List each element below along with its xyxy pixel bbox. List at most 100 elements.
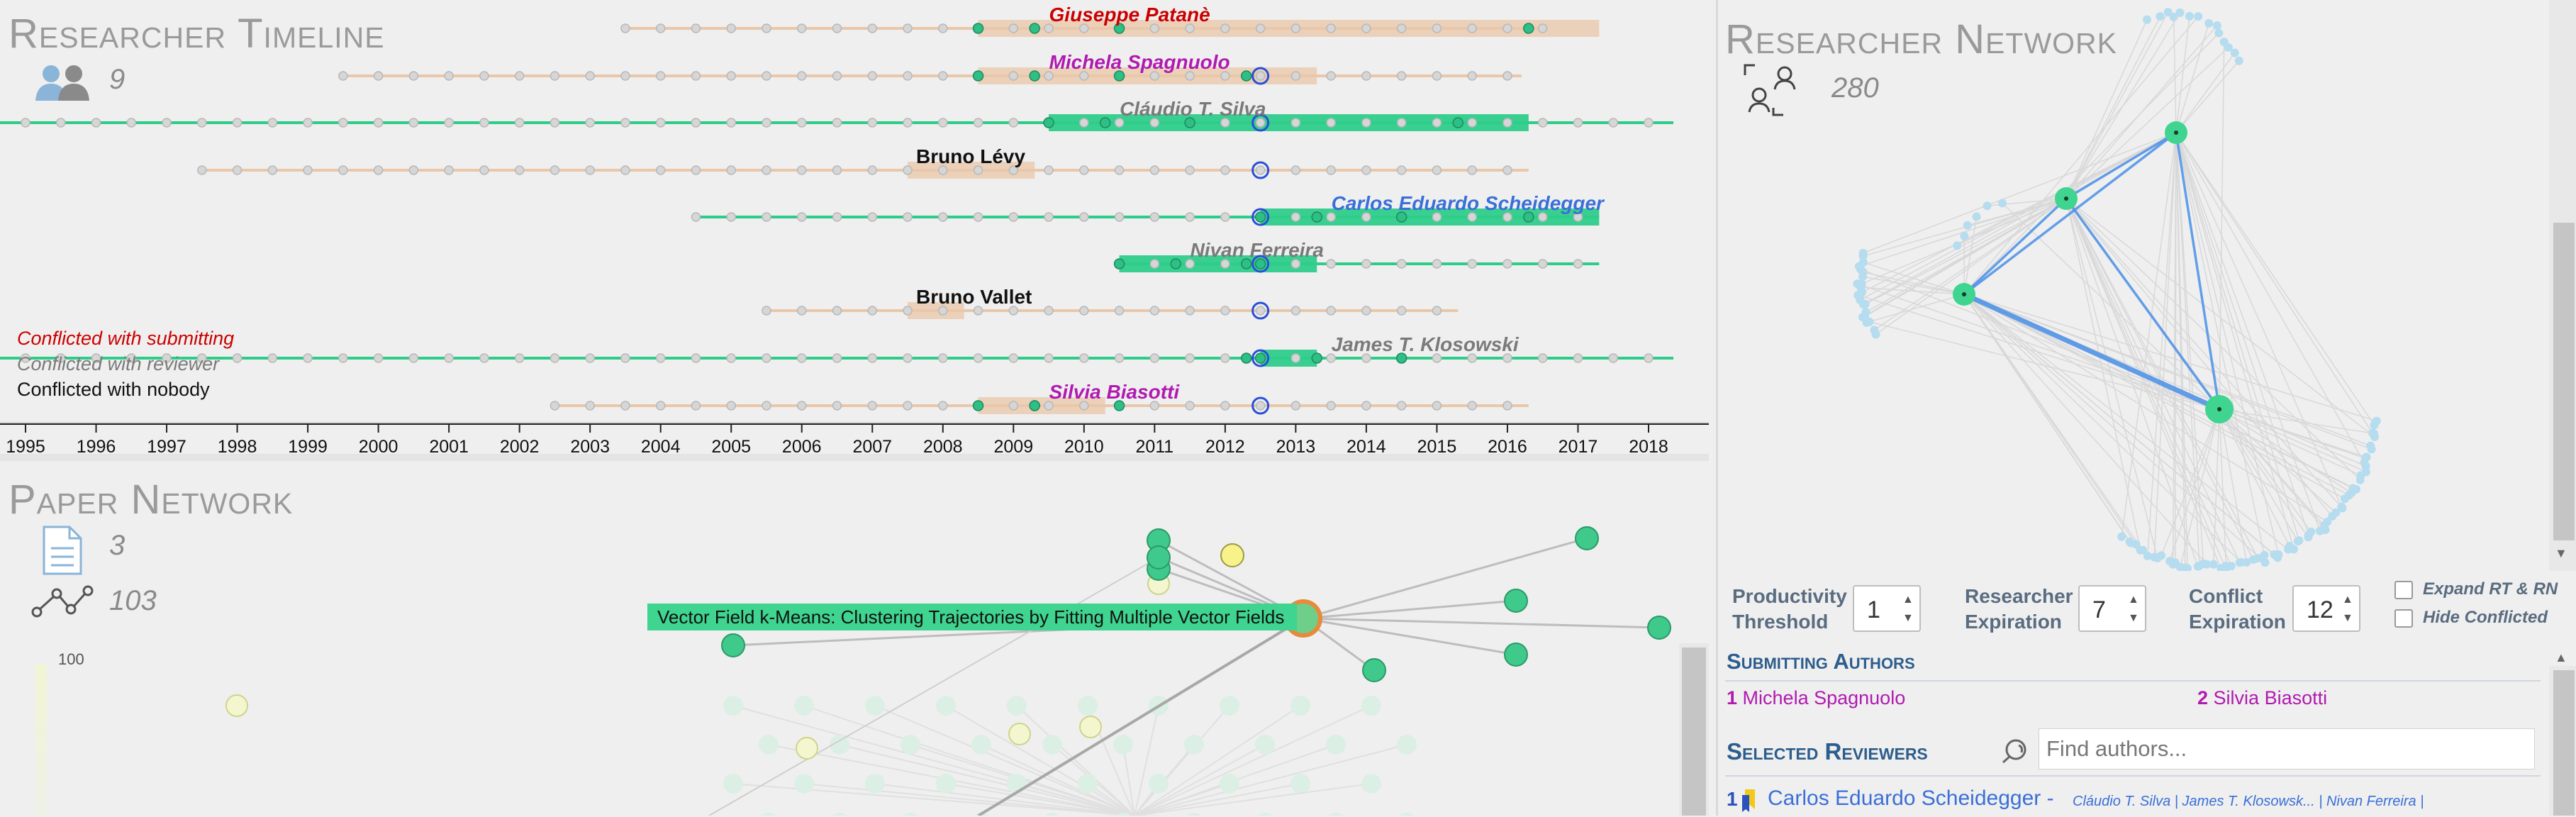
network-scrollbar-thumb[interactable]: [2553, 223, 2575, 540]
publication-dot: [727, 166, 735, 174]
axis-year-label: 2008: [923, 437, 963, 457]
network-node: [2356, 476, 2365, 484]
publication-dot: [1644, 118, 1653, 127]
publication-dot: [1291, 24, 1300, 33]
scroll-up-icon[interactable]: ▲: [2555, 650, 2567, 665]
publication-dot: [1186, 401, 1194, 410]
researcher-name: Nivan Ferreira: [1191, 239, 1324, 261]
paper-node-faint: [936, 774, 956, 794]
spinner-arrows-icon[interactable]: ▲▼: [2128, 591, 2142, 628]
spinner-arrows-icon[interactable]: ▲▼: [1902, 591, 1917, 628]
researcher-network-graph[interactable]: [1718, 0, 2576, 571]
paper-node-faint: [901, 735, 920, 755]
publication-dot: [1362, 260, 1371, 268]
network-edge: [2066, 20, 2147, 199]
submitting-author-2[interactable]: 2 Silvia Biasotti: [2197, 687, 2327, 709]
submitting-author-1[interactable]: 1 Michela Spagnuolo: [1727, 687, 1905, 709]
publication-dot: [1503, 401, 1512, 410]
find-authors-input[interactable]: Find authors...: [2039, 728, 2535, 769]
publication-dot: [233, 118, 242, 127]
spinner-arrows-icon[interactable]: ▲▼: [2342, 591, 2356, 628]
reviewer-scrollbar-thumb[interactable]: [2553, 670, 2575, 816]
publication-dot: [691, 401, 700, 410]
network-node: [2304, 533, 2312, 541]
paper-node-faint: [865, 774, 885, 794]
publication-dot: [1080, 166, 1088, 174]
reviewer-name[interactable]: Carlos Eduardo Scheidegger -: [1768, 787, 2054, 811]
coauthor-dot: [1100, 118, 1110, 128]
publication-dot: [762, 354, 771, 362]
conflict-expiration-input[interactable]: 12 ▲▼: [2292, 585, 2360, 632]
publication-dot: [1539, 260, 1547, 268]
expand-checkbox[interactable]: [2394, 581, 2413, 599]
axis-year-label: 2003: [570, 437, 610, 457]
hide-conflicted-checkbox[interactable]: [2394, 609, 2413, 628]
highlighted-paper-label[interactable]: Vector Field k-Means: Clustering Traject…: [647, 604, 1297, 630]
paper-node-faint: [1007, 774, 1027, 794]
network-edge: [2219, 42, 2224, 409]
publication-dot: [1115, 166, 1124, 174]
researcher-network-panel: Researcher Network 280 ▼: [1716, 0, 2576, 571]
paper-node-faint: [759, 735, 779, 755]
researcher-name: Giuseppe Patanè: [1049, 4, 1210, 26]
publication-dot: [657, 24, 665, 33]
publication-dot: [1362, 306, 1371, 315]
publication-dot: [903, 72, 912, 80]
paper-scrollbar-thumb[interactable]: [1682, 648, 1706, 816]
publication-dot: [974, 118, 983, 127]
publication-dot: [1009, 24, 1017, 33]
publication-dot: [621, 118, 630, 127]
hub-center: [2217, 407, 2221, 411]
publication-dot: [1573, 260, 1582, 268]
publication-dot: [1044, 354, 1053, 362]
author-name: Michela Spagnuolo: [1743, 687, 1906, 708]
paper-node-faint: [1184, 735, 1204, 755]
coauthor-dot: [974, 401, 983, 411]
network-node: [2165, 557, 2174, 565]
publication-dot: [868, 401, 876, 410]
conflict-value: 12: [2307, 596, 2334, 623]
conflict-label-line1: Conflict: [2189, 585, 2263, 607]
publication-dot: [691, 118, 700, 127]
paper-network-graph[interactable]: [0, 465, 1709, 816]
publication-dot: [727, 24, 735, 33]
publication-dot: [939, 72, 947, 80]
axis-year-label: 1998: [218, 437, 257, 457]
publication-dot: [586, 401, 594, 410]
paper-node: [722, 634, 745, 657]
publication-dot: [762, 401, 771, 410]
network-edge: [2066, 12, 2168, 199]
coauthor-dot: [1312, 353, 1322, 363]
coauthor-dot: [1115, 259, 1125, 269]
publication-dot: [657, 354, 665, 362]
author-index: 2: [2197, 687, 2208, 708]
network-edge: [1860, 133, 2176, 300]
publication-dot: [1327, 166, 1335, 174]
publication-dot: [21, 118, 30, 127]
publication-dot: [1186, 354, 1194, 362]
paper-node-faint: [1184, 813, 1204, 816]
publication-dot: [480, 72, 489, 80]
axis-year-label: 2016: [1488, 437, 1527, 457]
coauthor-dot: [1256, 353, 1266, 363]
publication-dot: [550, 118, 559, 127]
publication-dot: [1398, 118, 1406, 127]
publication-dot: [445, 166, 453, 174]
axis-year-label: 1999: [288, 437, 328, 457]
publication-dot: [303, 354, 312, 362]
researcher-expiration-input[interactable]: 7▲▼: [2078, 585, 2146, 632]
productivity-threshold-input[interactable]: 1 ▲▼: [1853, 585, 1921, 632]
publication-dot: [868, 354, 876, 362]
productivity-value: 1: [1867, 596, 1880, 623]
publication-dot: [445, 118, 453, 127]
publication-dot: [1539, 354, 1547, 362]
publication-dot: [268, 118, 277, 127]
axis-year-label: 2005: [711, 437, 751, 457]
paper-node-faint: [1361, 774, 1381, 794]
legend-submitting: Conflicted with submitting: [17, 328, 234, 350]
publication-dot: [1221, 24, 1230, 33]
scroll-down-icon[interactable]: ▼: [2555, 546, 2567, 561]
publication-dot: [903, 24, 912, 33]
